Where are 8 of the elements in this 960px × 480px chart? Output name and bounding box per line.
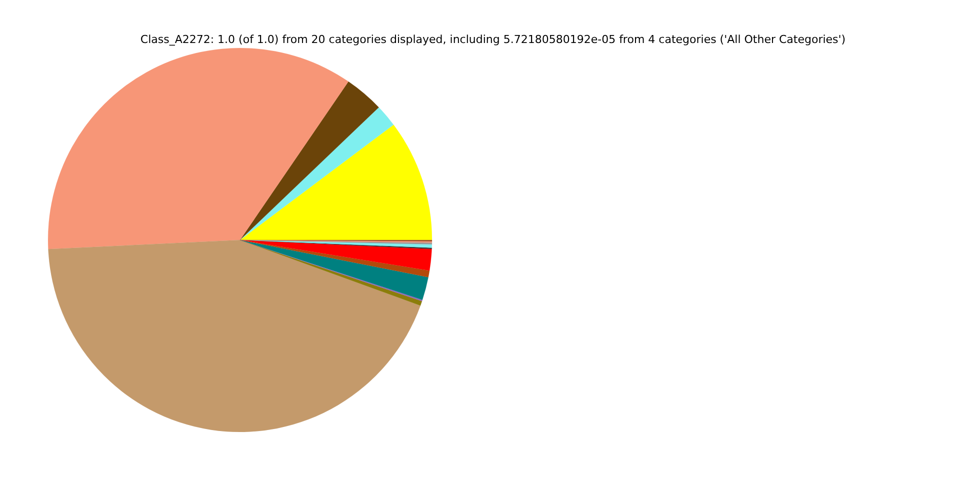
text: Class_A2272: 1.0 (of 1.0) from 20 categories displayed, including 5.72180580192e-05 from 4 categories ('All Other Categories') <box>140 33 846 46</box>
pie-slice <box>240 240 432 271</box>
pie-slice <box>240 107 394 240</box>
pie-slice <box>240 240 430 278</box>
pie-slice <box>48 240 420 432</box>
pie-slice <box>48 48 348 250</box>
pie-slice <box>240 124 432 240</box>
pie-slice <box>240 81 379 240</box>
